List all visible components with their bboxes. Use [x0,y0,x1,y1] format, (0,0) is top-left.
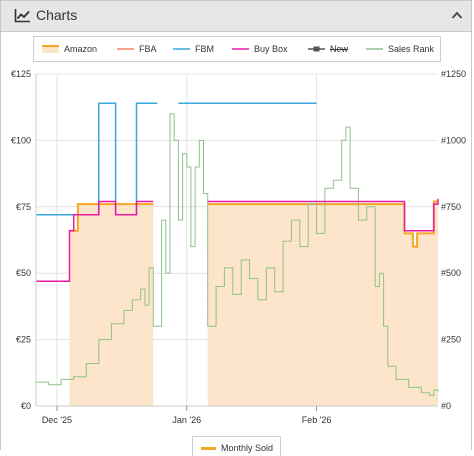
legend-item-buy-box[interactable]: Buy Box [232,37,296,61]
legend-swatch-buy-box [232,48,249,50]
y-left-tick-label: €100 [11,135,31,145]
series-line-buy-box [36,200,154,282]
series-line-sales-rank [36,113,439,396]
series-area-amazon [207,201,438,406]
x-tick-label: Jan '26 [172,415,201,425]
price-history-chart[interactable]: €0 €25 €50 €75 €100 €125 #0 #250 #500 #750 #1000 #1… [0,62,474,436]
legend-label-fba: FBA [139,44,157,54]
legend-swatch-fba [117,48,134,50]
legend-swatch-monthly-sold [201,447,216,450]
legend-label-monthly-sold: Monthly Sold [221,443,274,453]
legend-swatch-amazon [42,45,59,53]
chevron-up-icon[interactable] [451,10,463,20]
legend-label-new: New [330,44,349,54]
legend-label-fbm: FBM [195,44,214,54]
legend-swatch-sales-rank [366,48,383,50]
y-left-tick-label: €25 [16,335,31,345]
legend-label-buy-box: Buy Box [254,44,288,54]
y-right-tick-label: #250 [441,335,461,345]
x-tick-label: Feb '26 [302,415,332,425]
legend-swatch-fbm [173,48,190,50]
legend-label-sales-rank: Sales Rank [388,44,435,54]
legend-item-fba[interactable]: FBA [117,37,163,61]
y-left-tick-label: €125 [11,69,31,79]
line-chart-icon [14,9,30,23]
series-line-buy-box [207,198,439,232]
y-right-tick-label: #750 [441,202,461,212]
monthly-sold-legend[interactable]: Monthly Sold [192,436,281,456]
y-right-tick-label: #500 [441,268,461,278]
series-area-amazon [69,204,154,406]
legend-item-sales-rank[interactable]: Sales Rank [366,37,438,61]
chart-legend: Amazon FBA FBM Buy Box New [33,36,441,62]
y-right-tick-label: #0 [441,401,451,411]
y-left-tick-label: €50 [16,268,31,278]
legend-label-amazon: Amazon [64,44,98,54]
x-tick-label: Dec '25 [42,415,72,425]
legend-item-new[interactable]: New [308,37,354,61]
legend-item-fbm[interactable]: FBM [173,37,221,61]
legend-item-amazon[interactable]: Amazon [42,37,102,61]
y-right-tick-label: #1000 [441,135,466,145]
legend-swatch-new [308,46,325,52]
y-right-tick-label: #1250 [441,69,466,79]
panel-header[interactable]: Charts [1,1,471,32]
y-left-tick-label: €75 [16,202,31,212]
panel-title: Charts [36,7,78,23]
y-left-tick-label: €0 [21,401,31,411]
